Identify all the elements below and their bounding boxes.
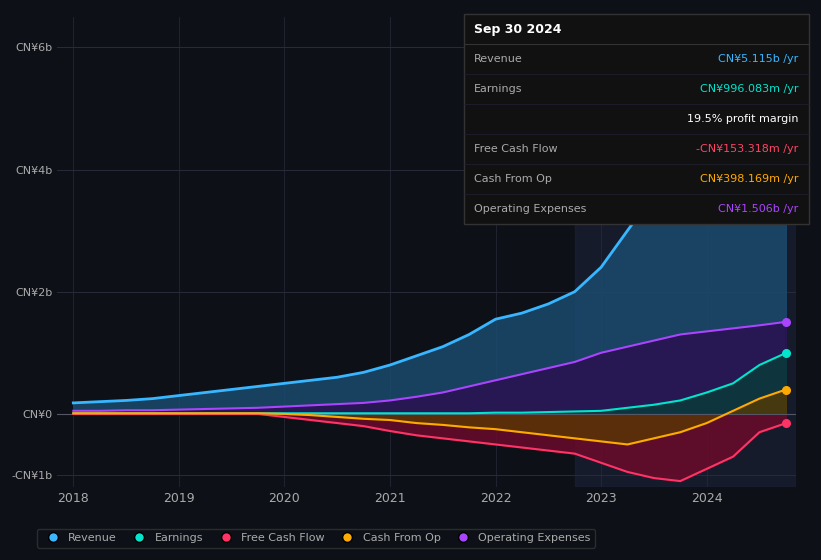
Text: Cash From Op: Cash From Op	[475, 174, 552, 184]
Point	[779, 385, 792, 394]
Text: -CN¥153.318m /yr: -CN¥153.318m /yr	[696, 144, 798, 154]
Point	[779, 318, 792, 326]
Point	[779, 419, 792, 428]
Text: Operating Expenses: Operating Expenses	[475, 204, 586, 214]
Text: CN¥1.506b /yr: CN¥1.506b /yr	[718, 204, 798, 214]
Bar	[575, 17, 796, 487]
Text: 19.5% profit margin: 19.5% profit margin	[687, 114, 798, 124]
Point	[779, 348, 792, 357]
FancyBboxPatch shape	[464, 14, 809, 224]
Text: CN¥5.115b /yr: CN¥5.115b /yr	[718, 54, 798, 64]
Text: Earnings: Earnings	[475, 84, 523, 94]
Legend: Revenue, Earnings, Free Cash Flow, Cash From Op, Operating Expenses: Revenue, Earnings, Free Cash Flow, Cash …	[37, 529, 595, 548]
Text: CN¥996.083m /yr: CN¥996.083m /yr	[699, 84, 798, 94]
Text: Sep 30 2024: Sep 30 2024	[475, 22, 562, 35]
Point	[779, 97, 792, 106]
Text: Free Cash Flow: Free Cash Flow	[475, 144, 557, 154]
Text: Revenue: Revenue	[475, 54, 523, 64]
Text: CN¥398.169m /yr: CN¥398.169m /yr	[699, 174, 798, 184]
